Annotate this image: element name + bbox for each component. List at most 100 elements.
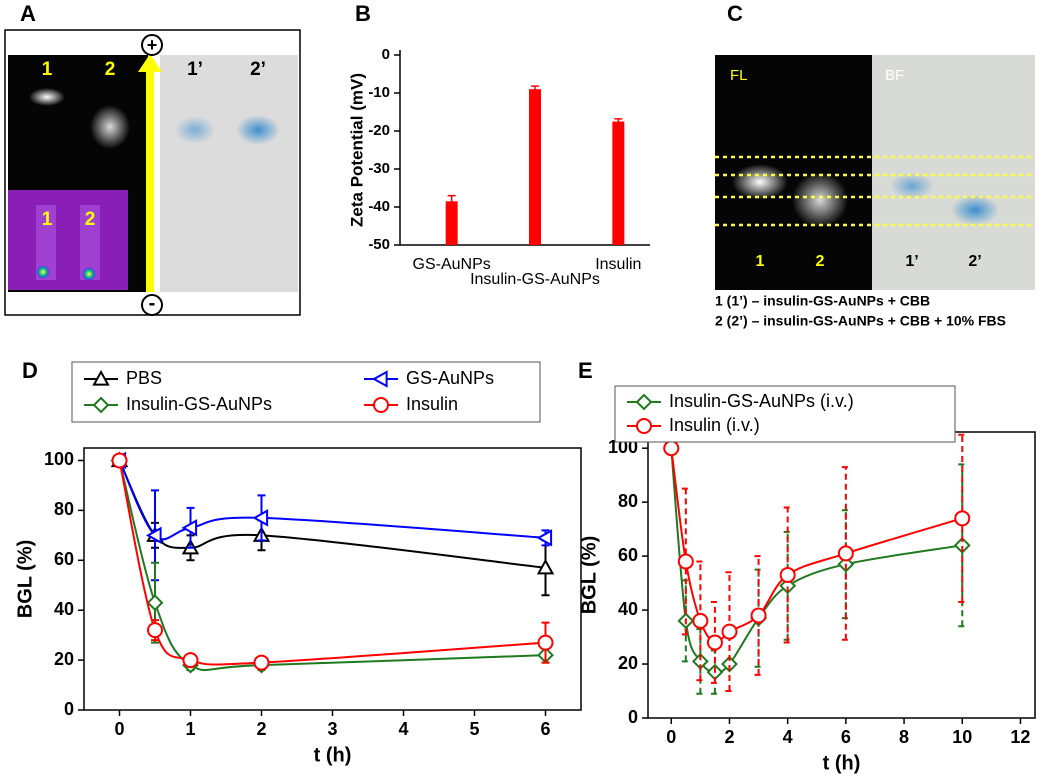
lane-label: 2 [816, 253, 825, 270]
marker [837, 545, 854, 562]
legend-label: GS-AuNPs [406, 368, 494, 388]
marker [663, 440, 680, 457]
marker [706, 634, 723, 651]
x-tick-label: GS-AuNPs [413, 256, 491, 273]
y-tick-label: 0 [64, 699, 74, 719]
inset-lane [36, 205, 56, 280]
minus-sign: - [149, 292, 156, 314]
y-tick-label: 40 [54, 599, 74, 619]
x-tick-label: 0 [666, 727, 676, 747]
inset [8, 190, 128, 290]
error-bar [447, 194, 456, 207]
x-axis-label: t (h) [823, 752, 861, 774]
chart: D 0 20 40 60 80 100 BGL (%) 0 1 2 3 4 5 6 t (h) PBS GS-Au… [14, 358, 582, 766]
marker [954, 510, 971, 527]
marker [252, 509, 269, 527]
marker [677, 553, 694, 570]
marker [721, 655, 738, 673]
x-tick-label: 5 [469, 719, 479, 739]
marker [145, 526, 162, 545]
series-line [118, 460, 546, 541]
panel-label: A [20, 1, 36, 26]
error-bar [531, 85, 539, 93]
band [236, 115, 280, 145]
marker [779, 567, 796, 583]
band [175, 116, 215, 144]
band [29, 88, 65, 106]
arrow-head [138, 54, 162, 72]
marker [537, 634, 554, 651]
marker [536, 558, 555, 575]
marker [181, 519, 198, 537]
marker [721, 623, 738, 640]
inset-dot [37, 266, 49, 278]
x-tick-label: 6 [841, 727, 851, 747]
panel-label: C [727, 1, 743, 26]
plot-frame [83, 447, 582, 711]
y-axis-label: BGL (%) [578, 536, 600, 615]
arrow-shaft [146, 70, 154, 292]
plot-frame [647, 431, 1036, 719]
inset-lane-label: 2 [85, 209, 96, 230]
x-tick-label: 0 [114, 719, 124, 739]
error-bar [841, 466, 850, 641]
y-tick-label: -20 [368, 122, 390, 139]
series-line [118, 460, 546, 672]
x-axis-label: t (h) [314, 744, 352, 766]
inset-lane-label: 1 [42, 209, 53, 230]
band [732, 164, 788, 200]
marker [536, 529, 553, 547]
marker [779, 577, 797, 595]
minus-circle [141, 294, 163, 316]
caption: 1 (1’) – insulin-GS-AuNPs + CBB [715, 293, 930, 309]
plus-circle [141, 34, 163, 56]
series-line [670, 448, 963, 644]
x-tick-label: 2 [256, 719, 266, 739]
y-tick-label: -10 [368, 84, 390, 101]
legend-marker [371, 370, 388, 388]
legend-marker [92, 369, 110, 386]
legend-marker [92, 396, 110, 414]
legend-marker [635, 393, 653, 411]
y-tick-label: -50 [368, 236, 390, 253]
x-tick-label: 10 [952, 727, 972, 747]
x-tick-label: 2 [724, 727, 734, 747]
y-tick-label: 60 [54, 549, 74, 569]
x-tick-label: 8 [899, 727, 909, 747]
band [792, 172, 848, 228]
bf-image [160, 55, 298, 292]
y-tick-label: 80 [618, 491, 638, 511]
y-axis-label: BGL (%) [14, 540, 36, 619]
y-tick-label: 100 [44, 449, 74, 469]
marker [182, 652, 199, 669]
panel-label: B [355, 1, 371, 26]
legend-box [614, 385, 956, 443]
y-tick-label: 80 [54, 499, 74, 519]
error-bar [783, 506, 792, 644]
caption: 2 (2’) – insulin-GS-AuNPs + CBB + 10% FB… [715, 313, 1006, 329]
panel-a: A + - 1 2 1’ 2’ 1 2 [4, 1, 301, 316]
legend-label: Insulin-GS-AuNPs [126, 394, 272, 414]
fl-label: FL [730, 67, 748, 84]
x-tick-label: 6 [540, 719, 550, 739]
marker [146, 594, 164, 612]
lane-label: 1 [756, 253, 765, 270]
panel-c: C FL BF 1 2 1’ 2’ 1 (1’) – insulin-GS-Au… [715, 1, 1035, 329]
series-line [118, 460, 546, 666]
bf-label: BF [885, 67, 904, 84]
y-tick-label: -40 [368, 198, 390, 215]
lane-label: 1 [42, 59, 53, 80]
legend-marker [373, 397, 389, 413]
y-tick-label: 0 [628, 707, 638, 727]
y-tick-label: 40 [618, 599, 638, 619]
bar [612, 121, 625, 245]
marker [953, 536, 971, 554]
inset-lane [80, 205, 100, 280]
legend-box [71, 361, 541, 423]
legend-label: Insulin [406, 394, 458, 414]
x-tick-label: 1 [185, 719, 195, 739]
bar [529, 89, 541, 245]
x-tick-label: 4 [398, 719, 408, 739]
error-bar [696, 560, 705, 682]
